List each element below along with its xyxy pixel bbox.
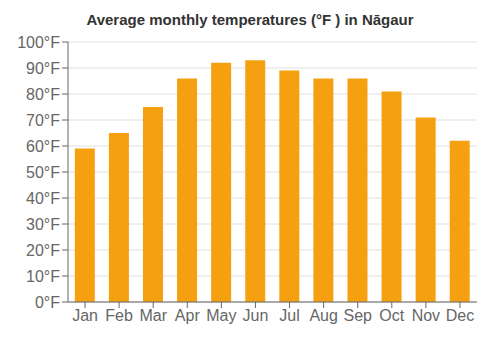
svg-text:Jan: Jan	[72, 307, 98, 324]
svg-text:80°F: 80°F	[26, 86, 60, 103]
svg-text:Apr: Apr	[175, 307, 201, 324]
svg-text:60°F: 60°F	[26, 138, 60, 155]
svg-text:0°F: 0°F	[35, 294, 60, 311]
svg-text:40°F: 40°F	[26, 190, 60, 207]
svg-text:30°F: 30°F	[26, 216, 60, 233]
html-text:Average monthly temperatures (: Average monthly temperatures (°F ) in Nā…	[86, 11, 414, 28]
svg-text:20°F: 20°F	[26, 242, 60, 259]
svg-text:Feb: Feb	[105, 307, 133, 324]
svg-text:Jun: Jun	[243, 307, 269, 324]
svg-text:70°F: 70°F	[26, 112, 60, 129]
svg-text:Aug: Aug	[309, 307, 337, 324]
svg-text:90°F: 90°F	[26, 60, 60, 77]
svg-text:Mar: Mar	[139, 307, 167, 324]
svg-text:50°F: 50°F	[26, 164, 60, 181]
svg-text:Sep: Sep	[343, 307, 372, 324]
svg-text:Nov: Nov	[412, 307, 440, 324]
svg-text:10°F: 10°F	[26, 268, 60, 285]
svg-text:Dec: Dec	[446, 307, 474, 324]
svg-text:Oct: Oct	[379, 307, 404, 324]
svg-text:Jul: Jul	[279, 307, 299, 324]
svg-text:100°F: 100°F	[17, 34, 60, 51]
svg-text:May: May	[206, 307, 236, 324]
